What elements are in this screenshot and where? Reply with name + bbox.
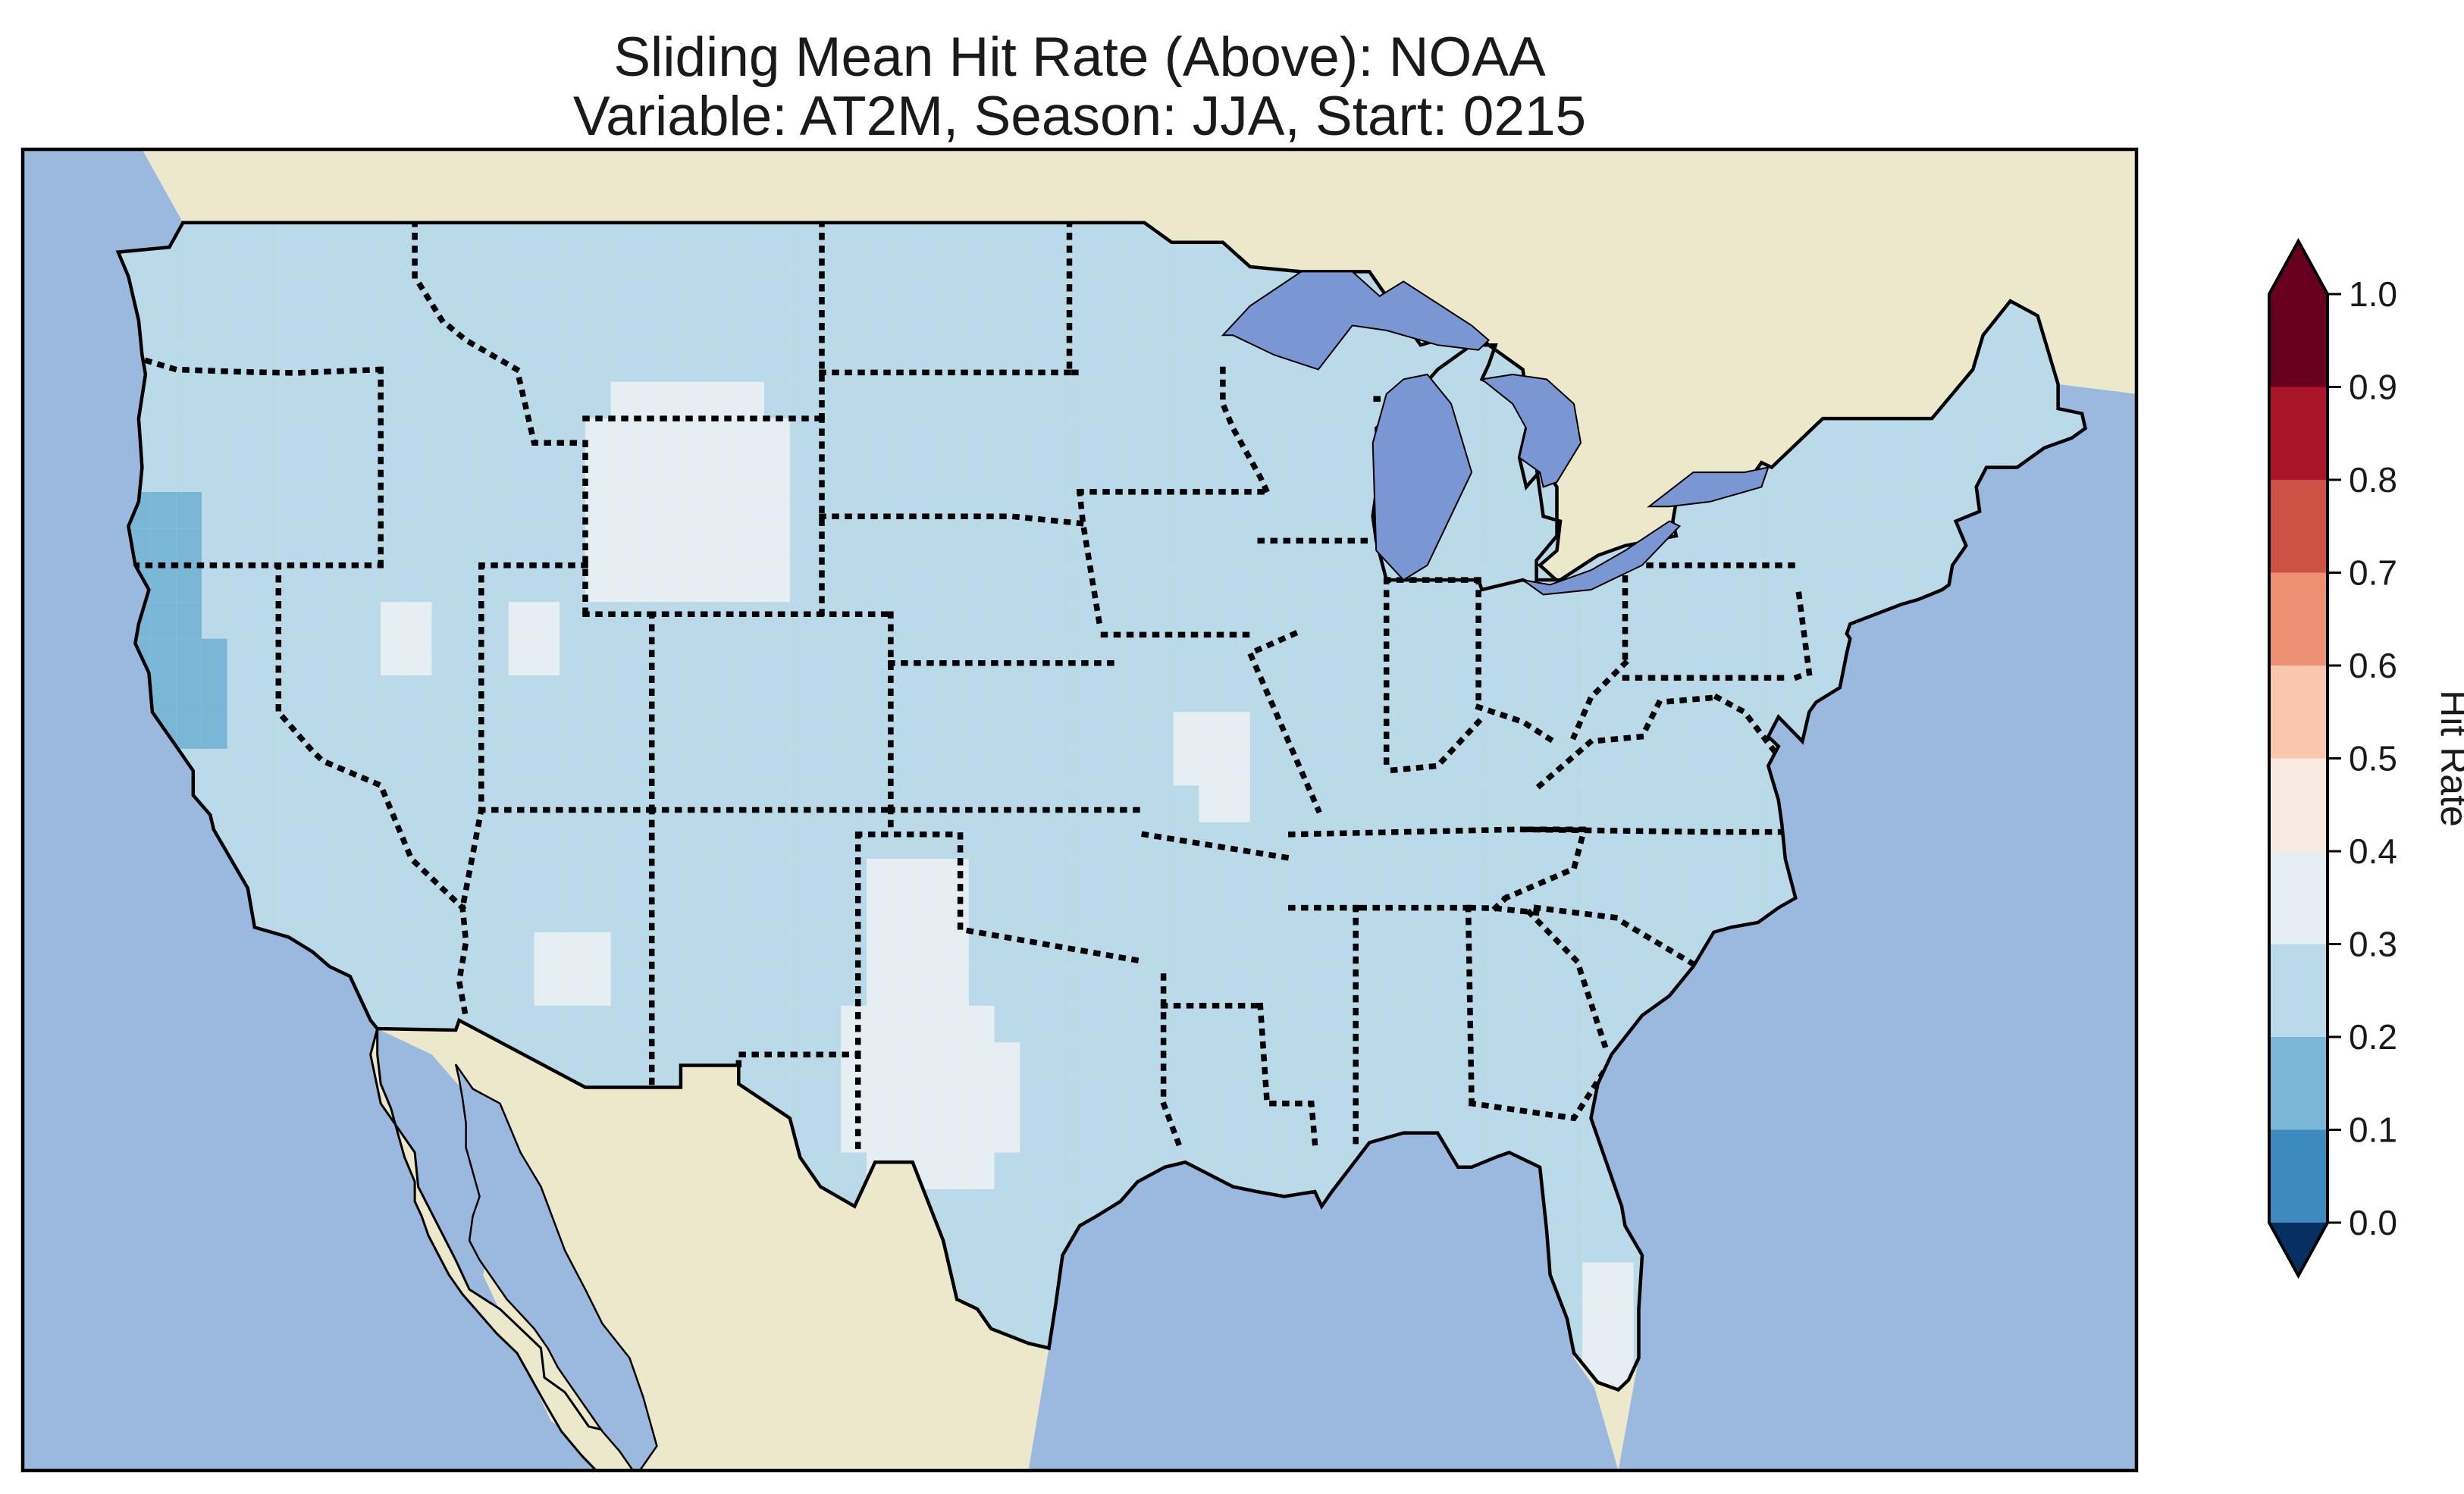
svg-text:Hit Rate: Hit Rate [2433, 690, 2464, 827]
svg-text:0.5: 0.5 [2349, 739, 2397, 778]
svg-text:0.3: 0.3 [2349, 925, 2397, 964]
svg-text:1.0: 1.0 [2349, 274, 2397, 314]
svg-text:Variable: AT2M, Season: JJA, S: Variable: AT2M, Season: JJA, Start: 0215 [573, 86, 1586, 147]
svg-text:0.6: 0.6 [2349, 646, 2397, 685]
svg-text:0.0: 0.0 [2349, 1203, 2397, 1242]
svg-text:0.4: 0.4 [2349, 832, 2397, 871]
svg-text:0.1: 0.1 [2349, 1110, 2397, 1150]
svg-text:0.2: 0.2 [2349, 1017, 2397, 1057]
svg-text:Sliding Mean Hit Rate (Above):: Sliding Mean Hit Rate (Above): NOAA [613, 27, 1546, 88]
svg-text:0.9: 0.9 [2349, 368, 2397, 407]
svg-text:0.8: 0.8 [2349, 460, 2397, 500]
svg-text:0.7: 0.7 [2349, 553, 2397, 593]
